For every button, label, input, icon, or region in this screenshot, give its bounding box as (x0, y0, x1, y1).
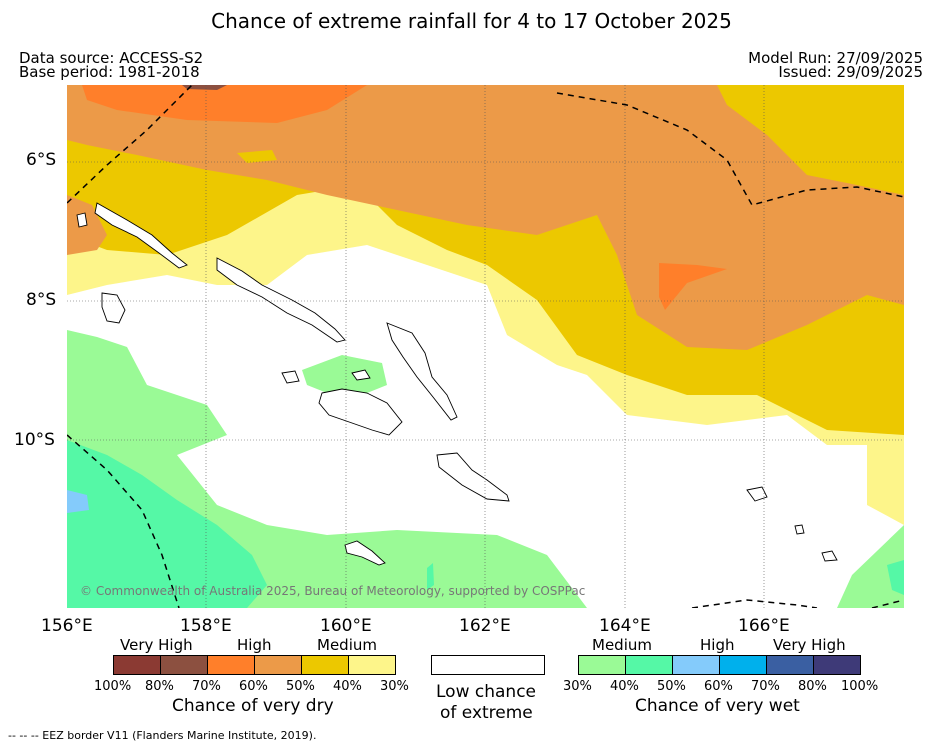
eez-border-west (67, 85, 193, 204)
map-title: Chance of extreme rainfall for 4 to 17 O… (211, 9, 732, 33)
lon-label-158e: 158°E (180, 616, 232, 636)
wet-swatch-6 (813, 655, 861, 675)
wet-level-high: High (700, 636, 735, 654)
rainfall-map: © Commonwealth of Australia 2025, Bureau… (67, 85, 904, 608)
dry-pct-100: 100% (94, 679, 132, 694)
data-source: Data source: ACCESS-S2 (19, 49, 204, 67)
wet-pct-40: 40% (610, 679, 639, 694)
wet-pct-70: 70% (751, 679, 780, 694)
region-high-dry-core (82, 85, 367, 123)
wet-pct-50: 50% (657, 679, 686, 694)
dry-pct-30: 30% (380, 679, 409, 694)
wet-swatch-2 (625, 655, 673, 675)
region-high-wet (67, 490, 89, 513)
wet-swatch-1 (578, 655, 626, 675)
dry-pct-40: 40% (333, 679, 362, 694)
lon-label-156e: 156°E (41, 616, 93, 636)
low-chance-line2: of extreme (440, 703, 533, 723)
dry-caption: Chance of very dry (172, 696, 334, 716)
lat-label-8s: 8°S (26, 290, 57, 310)
wet-swatch-4 (719, 655, 767, 675)
dry-swatch-3 (207, 655, 255, 675)
model-run: Model Run: 27/09/2025 (748, 49, 923, 67)
region-high-dry-east (659, 263, 727, 310)
region-high-dry (67, 85, 904, 350)
wet-pct-100: 100% (841, 679, 879, 694)
dry-level-high: High (237, 636, 272, 654)
wet-level-very-high: Very High (773, 636, 846, 654)
lon-label-164e: 164°E (599, 616, 651, 636)
eez-border-southwest (67, 434, 180, 608)
wet-caption: Chance of very wet (635, 696, 800, 716)
lat-label-6s: 6°S (26, 150, 57, 170)
region-medium-wet-east (837, 525, 904, 608)
dry-level-medium: Medium (317, 636, 377, 654)
low-chance-line1: Low chance (436, 682, 536, 702)
wet-pct-30: 30% (563, 679, 592, 694)
eez-border-east (556, 92, 904, 206)
dry-pct-80: 80% (145, 679, 174, 694)
lon-label-162e: 162°E (459, 616, 511, 636)
base-period: Base period: 1981-2018 (19, 63, 200, 81)
eez-border-southeast (691, 599, 818, 608)
dry-swatch-1 (113, 655, 161, 675)
dry-swatch-5 (301, 655, 349, 675)
wet-pct-60: 60% (704, 679, 733, 694)
wet-swatch-3 (672, 655, 720, 675)
wet-pct-80: 80% (798, 679, 827, 694)
lat-label-10s: 10°S (14, 430, 55, 450)
dry-pct-50: 50% (286, 679, 315, 694)
wet-level-medium: Medium (592, 636, 652, 654)
copyright-notice: © Commonwealth of Australia 2025, Bureau… (80, 584, 585, 598)
dry-level-very-high: Very High (120, 636, 193, 654)
issued-date: Issued: 29/09/2025 (778, 63, 923, 81)
dry-pct-70: 70% (192, 679, 221, 694)
low-chance-swatch (431, 655, 545, 675)
dry-swatch-6 (348, 655, 396, 675)
lon-label-160e: 160°E (320, 616, 372, 636)
eez-footnote: -- -- -- EEZ border V11 (Flanders Marine… (8, 729, 317, 742)
dry-pct-60: 60% (239, 679, 268, 694)
region-medium-wet-central (302, 355, 387, 395)
dry-swatch-4 (254, 655, 302, 675)
wet-swatch-5 (766, 655, 814, 675)
lon-label-166e: 166°E (738, 616, 790, 636)
dry-swatch-2 (160, 655, 208, 675)
